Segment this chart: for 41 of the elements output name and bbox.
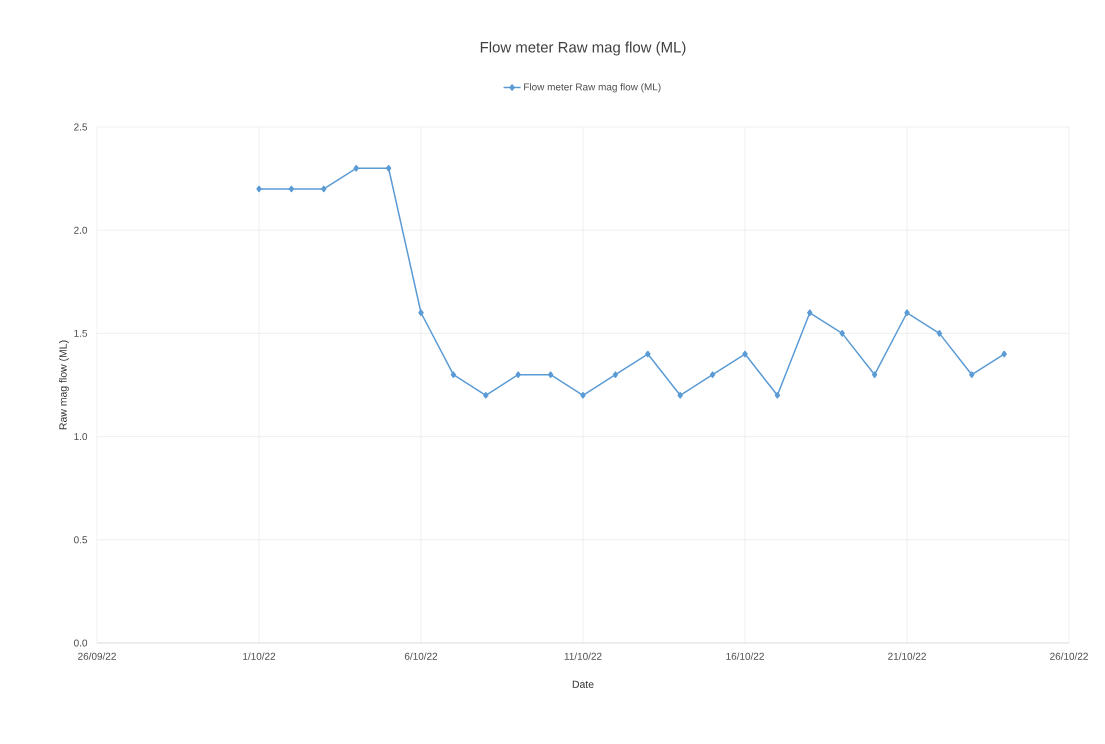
y-tick-label: 2.5 [74, 123, 88, 131]
point [580, 391, 586, 399]
point [742, 350, 748, 358]
point [1001, 350, 1007, 358]
y-tick-label: 2.0 [74, 226, 88, 234]
point [515, 371, 521, 379]
x-axis-title: Date [572, 680, 594, 688]
x-tick-label: 11/10/22 [564, 652, 602, 660]
y-tick-label: 1.0 [74, 433, 88, 441]
point [321, 185, 327, 193]
x-tick-label: 26/09/22 [78, 652, 116, 660]
point [807, 309, 813, 317]
point [256, 185, 262, 193]
y-axis-title: Raw mag flow (ML) [59, 340, 69, 430]
point [645, 350, 651, 358]
x-tick-label: 26/10/22 [1050, 652, 1088, 660]
point [353, 164, 359, 172]
point [547, 371, 554, 379]
y-tick-label: 0.5 [74, 536, 88, 544]
point [774, 391, 781, 399]
x-tick-label: 6/10/22 [404, 652, 438, 660]
legend-label: Flow meter Raw mag flow (ML) [524, 83, 661, 93]
point [288, 185, 295, 193]
point [936, 330, 943, 337]
point [904, 309, 910, 317]
point [871, 371, 878, 379]
x-tick-label: 1/10/22 [243, 652, 276, 660]
point [709, 371, 716, 379]
point [839, 330, 845, 337]
x-tick-label: 21/10/22 [888, 652, 926, 660]
x-tick-label: 16/10/22 [726, 652, 764, 660]
chart-title: Flow meter Raw mag flow (ML) [480, 41, 686, 56]
y-tick-label: 0.0 [74, 639, 88, 647]
point [677, 391, 683, 399]
point [450, 371, 457, 379]
point [385, 164, 392, 172]
y-tick-label: 1.5 [74, 329, 88, 337]
point [483, 391, 489, 399]
point [418, 309, 424, 317]
point [612, 371, 619, 379]
point [969, 371, 975, 379]
